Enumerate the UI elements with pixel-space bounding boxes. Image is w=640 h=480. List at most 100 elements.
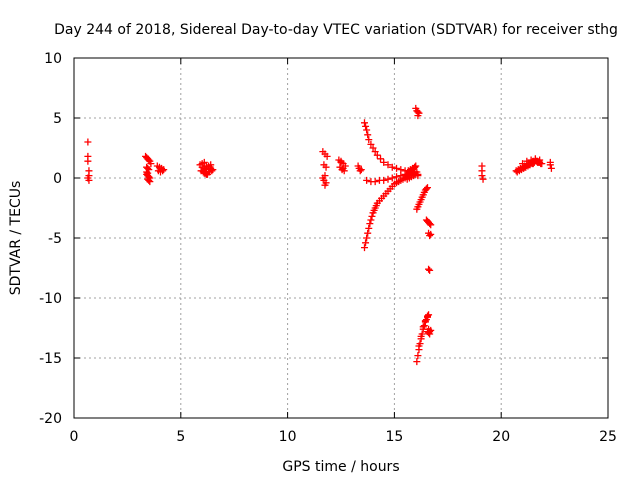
x-tick-label: 0 [70,429,79,445]
data-point [422,185,430,193]
y-tick-label: -10 [39,291,62,307]
data-point [321,172,329,180]
data-point [384,175,392,183]
data-point [521,163,529,171]
x-tick-label: 25 [599,429,617,445]
data-point [146,178,154,186]
data-point [145,176,153,184]
data-point [364,131,372,139]
data-point [426,220,434,228]
data-point [523,157,531,165]
data-point [412,170,420,178]
chart-title: Day 244 of 2018, Sidereal Day-to-day VTE… [54,22,618,38]
x-tick-label: 10 [279,429,297,445]
data-point [369,144,377,152]
data-point [417,332,425,340]
data-point [424,312,432,320]
data-point [425,265,433,273]
data-point [414,352,422,360]
data-point [519,160,527,168]
data-point [144,169,152,177]
data-point [205,168,213,176]
data-point [365,224,373,232]
data-point [411,163,419,171]
data-point [159,167,167,175]
data-point [420,322,428,330]
data-point [377,155,385,163]
data-point [147,160,155,168]
data-point [371,178,379,186]
data-point [425,311,433,319]
x-tick-label: 15 [385,429,403,445]
data-point [380,176,388,184]
data-point [371,148,379,156]
data-point [525,161,533,169]
data-point [368,212,376,220]
data-point [366,220,374,228]
data-point [384,161,392,169]
data-point [84,174,92,182]
data-point [357,166,365,174]
data-point [388,163,396,171]
grid-lines [74,58,608,418]
data-point [426,328,434,336]
data-point [388,174,396,182]
data-point [362,122,370,130]
data-point [323,152,331,160]
data-point [531,155,539,163]
data-point [419,323,427,331]
y-tick-label: 10 [44,51,62,67]
y-tick-label: 0 [53,171,62,187]
data-point [529,160,537,168]
data-point [84,138,92,146]
data-point [397,166,405,174]
data-point [143,168,151,176]
data-point [478,172,486,180]
data-point [200,158,208,166]
data-point [414,112,422,120]
data-point [337,158,345,166]
data-point [208,167,216,175]
data-point [415,342,423,350]
data-point [360,244,368,252]
data-point [546,161,554,169]
data-point [393,164,401,172]
data-point [207,161,215,169]
data-point [537,160,545,168]
data-point [322,163,330,171]
data-point [367,216,375,224]
data-point [373,151,381,159]
data-point [424,184,432,192]
y-tick-label: -20 [39,411,62,427]
data-point [393,173,401,181]
axis-ticks: 0 5 10 15 20 25 10 5 0 -5 -10 -15 -20 [39,51,617,445]
data-point [427,230,435,238]
data-point [527,156,535,164]
y-tick-label: 5 [53,111,62,127]
data-point [363,126,371,134]
y-tick-label: -5 [48,231,62,247]
data-point [534,158,542,166]
data-point [367,140,375,148]
data-point [547,164,555,172]
y-axis-label: SDTVAR / TECUs [8,181,24,296]
data-point [145,156,153,164]
data-point [427,221,435,229]
data-point [321,181,329,189]
x-axis-label: GPS time / hours [282,459,399,475]
data-point [426,266,434,274]
data-point [362,239,370,247]
data-point [479,175,487,183]
data-point [421,317,429,325]
data-point [363,176,371,184]
data-point [426,232,434,240]
data-points [84,104,555,366]
data-point [356,167,364,175]
data-point [365,136,373,144]
data-point [360,119,368,127]
y-tick-label: -15 [39,351,62,367]
x-tick-label: 5 [176,429,185,445]
data-point [84,157,92,165]
data-point [363,234,371,242]
